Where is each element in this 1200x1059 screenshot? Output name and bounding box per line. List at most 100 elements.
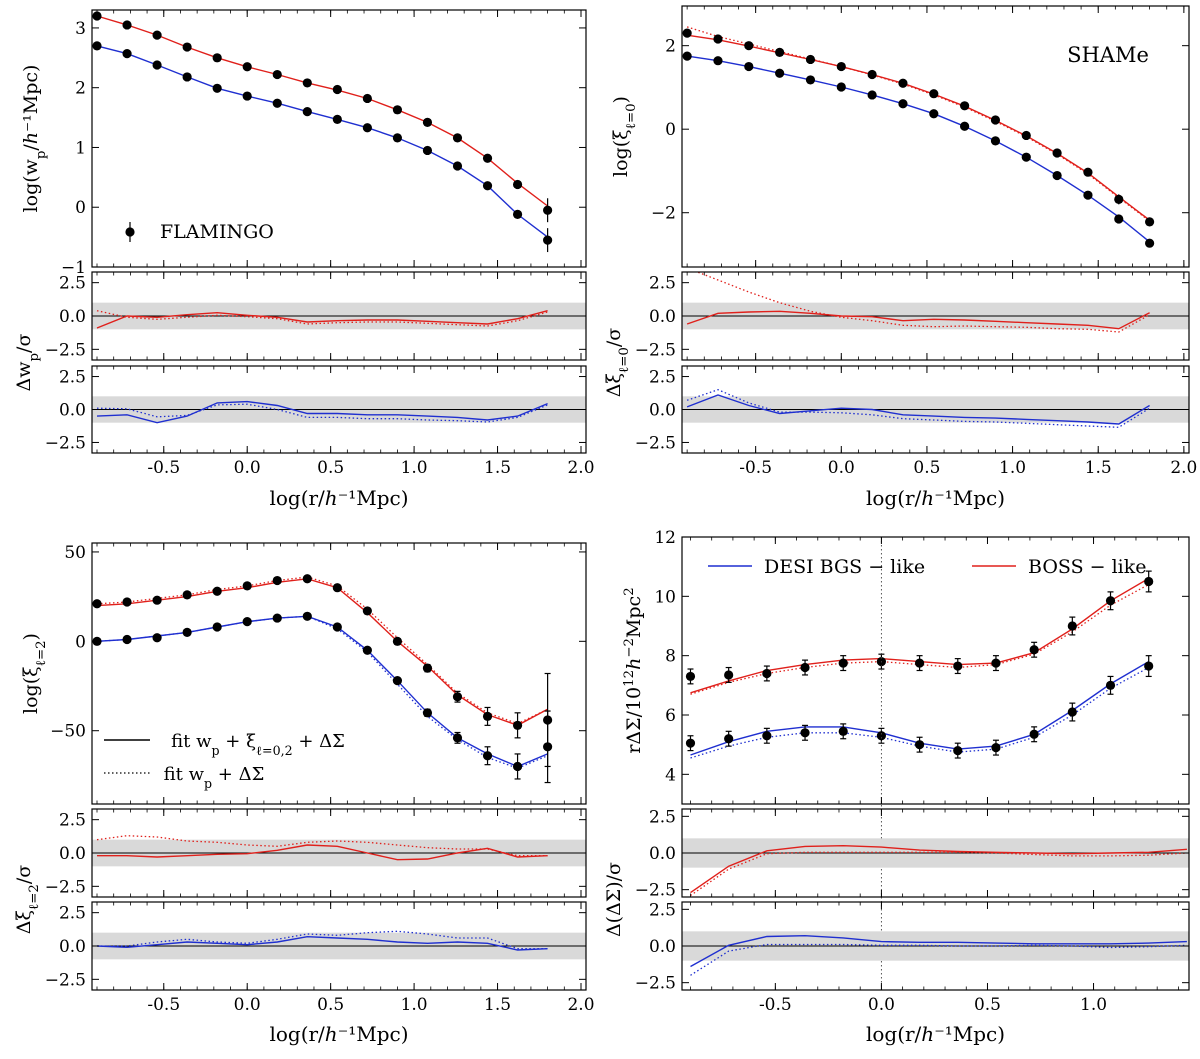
main-plot-area [682, 26, 1155, 248]
data-point-red [452, 133, 463, 143]
y-tick-label: −2.5 [635, 433, 676, 453]
x-axis-label: log(r/h⁻¹Mpc) [269, 486, 408, 510]
data-point-red [452, 692, 463, 702]
data-point-red [392, 636, 403, 646]
legend-label-blue: DESI BGS − like [764, 556, 925, 578]
fit-line-dotted-blue [96, 615, 548, 769]
residual-solid-blue [96, 400, 548, 424]
data-point-red [1052, 148, 1062, 158]
data-point-red [867, 69, 877, 80]
data-point-red [1067, 621, 1077, 631]
data-point-red [212, 586, 222, 596]
main-plot-area [92, 574, 553, 784]
fit-line-dotted-red [690, 583, 1150, 695]
x-tick-label: -0.5 [739, 458, 772, 478]
legend-label: FLAMINGO [160, 221, 274, 243]
y-tick-label: −2.5 [45, 970, 86, 990]
data-point-red [914, 658, 925, 668]
data-point-blue [543, 235, 553, 245]
main-axes-frame [91, 542, 587, 805]
residual-solid-blue [690, 934, 1187, 968]
x-tick-label: 0.0 [234, 458, 261, 478]
data-point-blue [836, 82, 846, 92]
data-point-blue [302, 107, 312, 117]
main-axes-frame [681, 536, 1190, 805]
y-tick-label: 2.5 [649, 900, 676, 920]
residual-dotted-red [96, 310, 548, 327]
residual-solid-blue [686, 394, 1150, 425]
main-axes-frame [91, 9, 587, 268]
y-tick-label: 50 [64, 543, 86, 563]
data-point-red [543, 205, 553, 215]
residual-dotted-blue [686, 389, 1150, 428]
x-tick-label: 0.5 [317, 458, 344, 478]
data-point-red [775, 47, 785, 57]
x-tick-label: 1.5 [484, 458, 511, 478]
data-point-red [744, 41, 754, 51]
y-tick-label: 0.0 [59, 307, 86, 327]
data-point-blue [1145, 238, 1155, 248]
data-point-blue [272, 613, 282, 623]
legend-label-red: BOSS − like [1028, 556, 1147, 578]
y-tick-label: 8 [665, 647, 676, 667]
panel-xi0: 2 0 −2 log(ξℓ=0) SHAMe 2.5 0.0 −2.5 -0.5 0.0 0.5 1.… [603, 5, 1197, 510]
data-point-blue [543, 742, 553, 752]
data-point-red [422, 117, 433, 127]
y-tick-label: 4 [665, 765, 676, 785]
residual-solid-red [96, 310, 548, 329]
main-plot-area [92, 11, 553, 253]
y-axis-label: rΔΣ/1012h−2Mpc2 [622, 587, 646, 753]
y-tick-label: 2.5 [649, 368, 676, 388]
data-point-blue [1144, 661, 1154, 671]
data-point-blue [512, 209, 523, 220]
fit-line-blue [96, 45, 549, 238]
data-point-red [482, 711, 493, 722]
data-point-blue [452, 733, 463, 743]
data-point-blue [1052, 170, 1062, 181]
residual-solid-blue [96, 935, 548, 951]
data-point-red [362, 93, 372, 104]
data-point-red [838, 658, 848, 668]
fit-line-blue [686, 55, 1151, 243]
data-point-red [482, 153, 493, 163]
data-point-red [836, 61, 846, 72]
x-tick-label: 0.5 [913, 458, 940, 478]
panel-wp: −1 0 1 2 3 log(wp/h⁻¹Mpc) FLAMINGO 2.5 0.0 −2.5 -0… [13, 9, 595, 510]
data-point-red [724, 670, 734, 680]
data-point-blue [713, 56, 723, 66]
data-point-blue [991, 743, 1001, 753]
data-point-red [953, 661, 963, 671]
data-point-blue [272, 98, 282, 108]
residual-plot-blue [682, 931, 1189, 976]
data-point-red [800, 662, 810, 673]
y-tick-label: 0.0 [649, 307, 676, 327]
y-tick-label: −2.5 [635, 974, 676, 994]
data-point-blue [302, 611, 312, 621]
data-point-blue [914, 740, 925, 750]
data-point-red [302, 574, 312, 584]
data-point-blue [805, 75, 816, 85]
fit-line-red [96, 578, 548, 727]
data-point-blue [362, 123, 372, 133]
data-point-blue [92, 41, 102, 51]
data-point-red [990, 115, 1001, 125]
y-tick-label: 2 [665, 37, 676, 57]
residual-dotted-blue [97, 930, 548, 950]
residual-plot-blue [682, 389, 1189, 428]
data-point-blue [482, 751, 493, 761]
x-tick-label: -0.5 [759, 995, 792, 1015]
data-point-red [242, 581, 252, 591]
data-point-red [272, 69, 282, 80]
y-tick-label: −50 [50, 722, 86, 742]
legend-label-dotted: fit wp + ΔΣ [164, 764, 265, 791]
data-point-blue [682, 51, 692, 61]
data-point-red [1029, 645, 1039, 655]
residual-solid-red [690, 844, 1187, 894]
data-point-blue [212, 622, 222, 632]
data-point-blue [775, 68, 785, 78]
data-point-red [685, 671, 696, 682]
y-tick-label: 1 [75, 138, 86, 158]
y-tick-label: −2 [651, 204, 676, 224]
y-tick-label: −2.5 [635, 881, 676, 901]
